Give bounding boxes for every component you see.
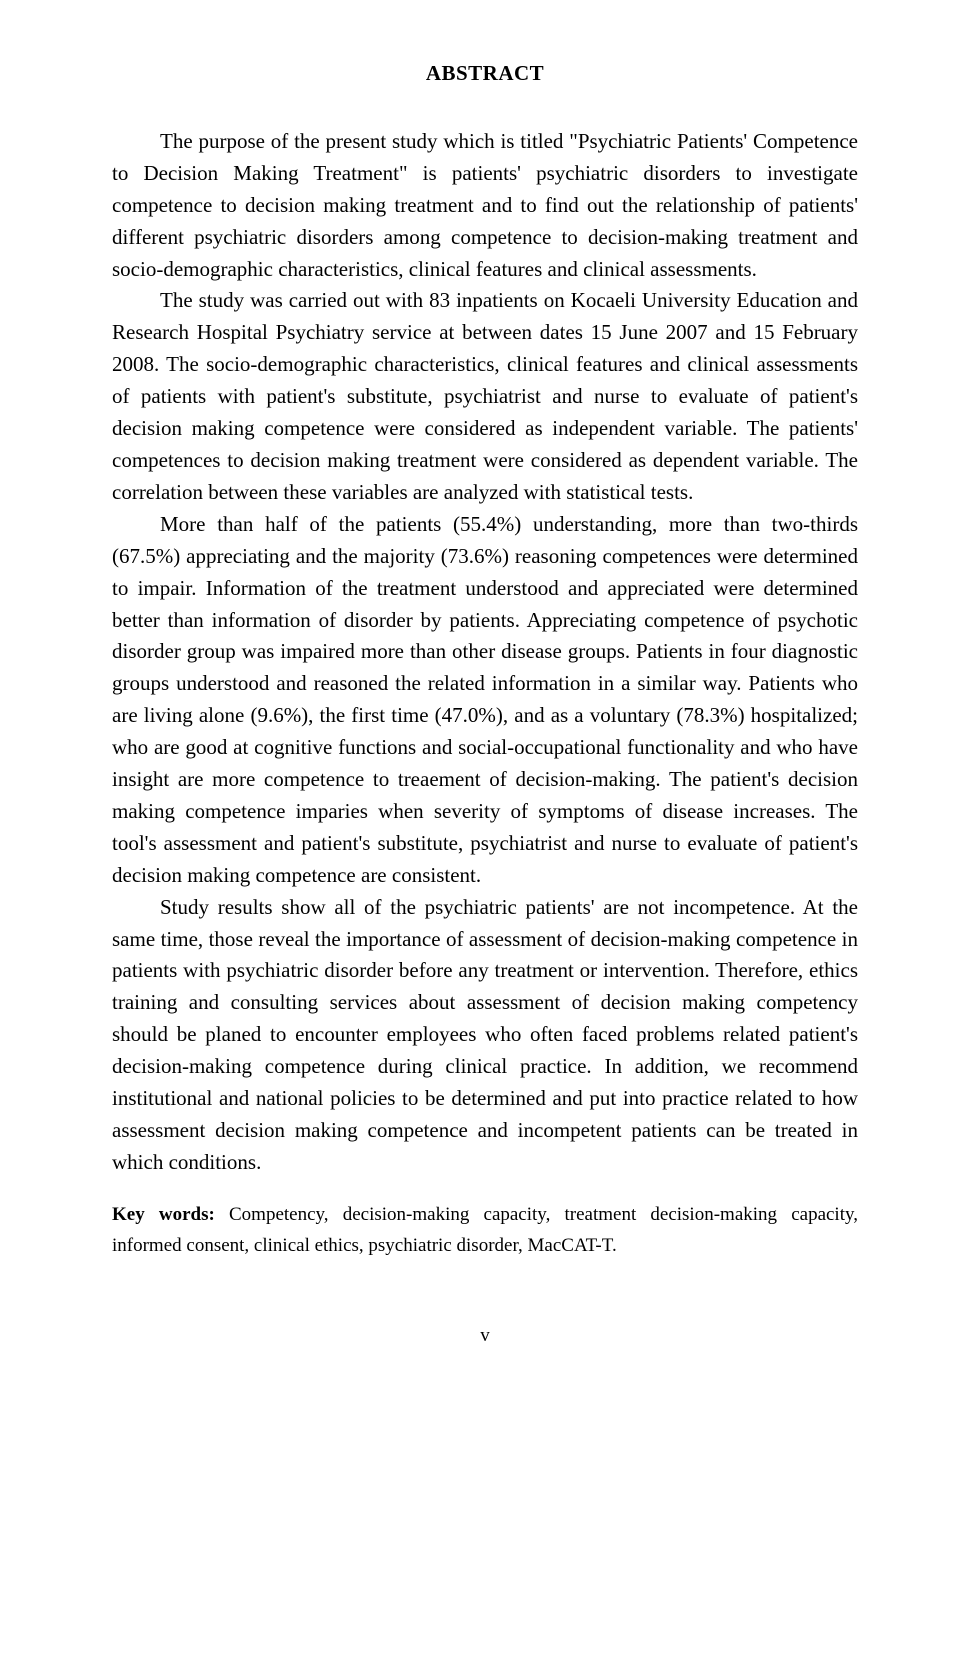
- paragraph-4: Study results show all of the psychiatri…: [112, 892, 858, 1179]
- abstract-title: ABSTRACT: [112, 58, 858, 90]
- abstract-body: The purpose of the present study which i…: [112, 126, 858, 1179]
- page-number: v: [112, 1322, 858, 1351]
- keywords-label: Key words:: [112, 1204, 215, 1225]
- keywords-line: Key words: Competency, decision-making c…: [112, 1199, 858, 1262]
- document-page: ABSTRACT The purpose of the present stud…: [0, 0, 960, 1670]
- paragraph-1: The purpose of the present study which i…: [112, 126, 858, 286]
- paragraph-2: The study was carried out with 83 inpati…: [112, 285, 858, 508]
- keywords-text: Competency, decision-making capacity, tr…: [112, 1204, 858, 1256]
- paragraph-3: More than half of the patients (55.4%) u…: [112, 509, 858, 892]
